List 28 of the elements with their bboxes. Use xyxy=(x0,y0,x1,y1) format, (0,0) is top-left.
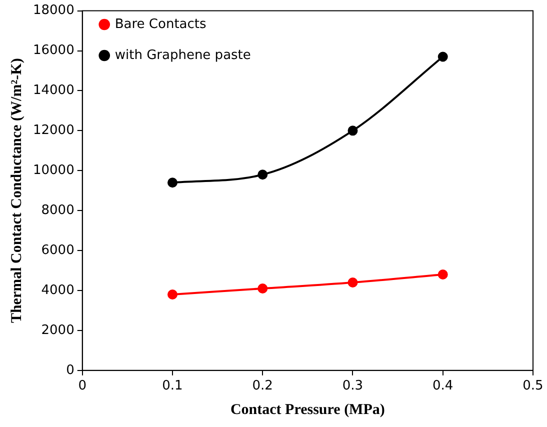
y-tick-label: 2000 xyxy=(41,322,74,338)
y-tick-label: 6000 xyxy=(41,242,74,258)
x-tick-label: 0.3 xyxy=(342,378,364,394)
legend-label: Bare Contacts xyxy=(114,16,207,32)
x-tick-label: 0.4 xyxy=(432,378,454,394)
point xyxy=(438,270,448,280)
y-tick-label: 12000 xyxy=(32,123,74,138)
x-tick-label: 0.1 xyxy=(162,378,183,394)
y-tick-label: 16000 xyxy=(32,43,74,58)
point xyxy=(167,289,178,300)
point xyxy=(167,178,178,188)
x-tick-label: 0.5 xyxy=(522,378,544,394)
legend-label: with Graphene paste xyxy=(114,48,251,63)
y-tick-label: 4000 xyxy=(41,282,74,298)
point xyxy=(438,52,448,62)
x-tick-label: 0 xyxy=(78,378,86,394)
x-tick-label: 0.2 xyxy=(252,378,273,394)
y-tick-label: 10000 xyxy=(32,162,74,178)
point xyxy=(258,283,268,294)
point xyxy=(258,170,268,180)
y-tick-label: 8000 xyxy=(41,202,74,218)
point xyxy=(348,126,358,136)
y-tick-label: 14000 xyxy=(32,83,74,98)
point xyxy=(348,278,358,288)
y-tick-label: 18000 xyxy=(32,3,74,18)
x-axis-title: Contact Pressure (MPa) xyxy=(230,402,385,418)
y-axis-title: Thermal Contact Conductance (W/m²-K) xyxy=(8,58,25,324)
y-tick-label: 0 xyxy=(66,362,74,378)
